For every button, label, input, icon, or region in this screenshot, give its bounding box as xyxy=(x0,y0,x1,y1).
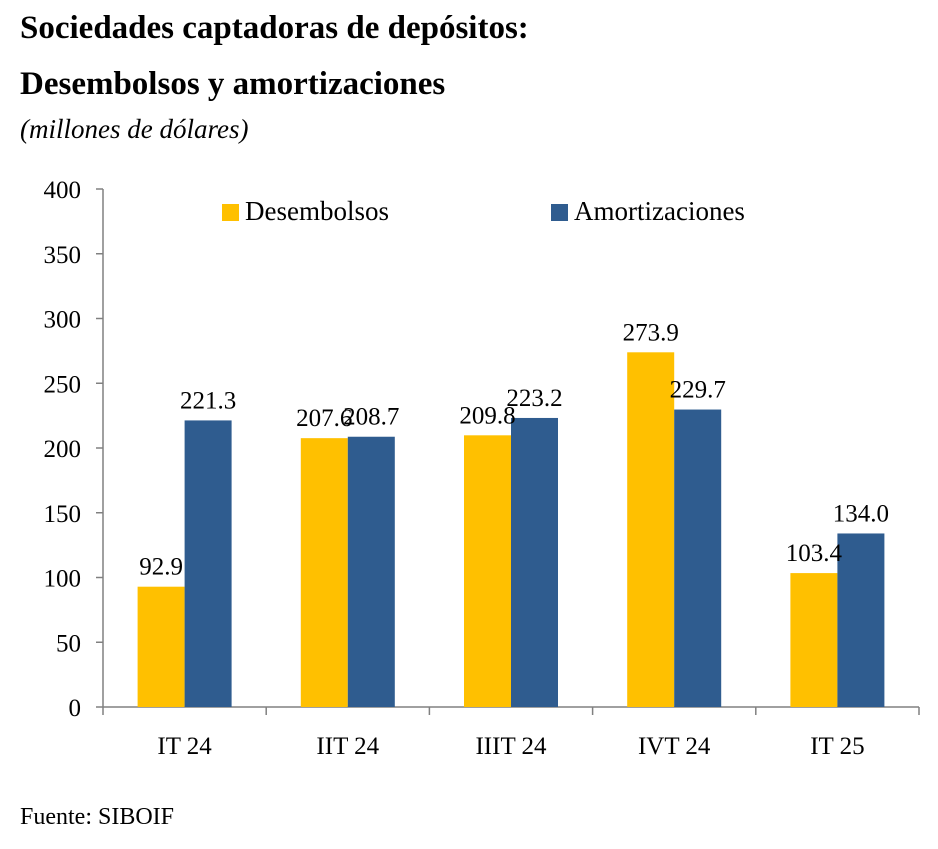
x-tick-label: IVT 24 xyxy=(638,733,711,760)
y-tick-label: 100 xyxy=(44,566,82,593)
y-tick-label: 0 xyxy=(69,695,82,722)
legend-label-amortizaciones: Amortizaciones xyxy=(574,196,745,226)
y-tick-label: 400 xyxy=(44,177,82,204)
y-tick-label: 250 xyxy=(44,371,82,398)
data-label-desembolsos: 92.9 xyxy=(139,554,183,581)
x-tick-label: IT 24 xyxy=(157,733,212,760)
bar-amortizaciones xyxy=(511,417,558,707)
bar-desembolsos xyxy=(790,573,838,707)
x-tick-label: IT 25 xyxy=(810,733,864,760)
chart-axes: 0 50 100 150 200 250 300 350 400 IT 24 IIT 24 IIIT … xyxy=(44,177,920,760)
bar-amortizaciones xyxy=(837,533,885,707)
bar-amortizaciones xyxy=(674,409,722,707)
legend-swatch-amortizaciones xyxy=(551,204,568,221)
bar-desembolsos xyxy=(137,586,185,707)
data-label-amortizaciones: 208.7 xyxy=(343,404,399,431)
data-label-amortizaciones: 134.0 xyxy=(833,500,889,527)
legend-label-desembolsos: Desembolsos xyxy=(245,196,389,226)
bar-desembolsos xyxy=(300,438,348,707)
y-tick-label: 150 xyxy=(44,501,82,528)
legend-swatch-desembolsos xyxy=(222,204,239,221)
chart-subtitle: (millones de dólares) xyxy=(20,114,249,144)
x-tick-label: IIIT 24 xyxy=(475,733,547,760)
data-label-desembolsos: 207.6 xyxy=(296,405,352,432)
y-tick-label: 300 xyxy=(44,307,82,334)
chart-title-line-2: Desembolsos y amortizaciones xyxy=(20,66,446,102)
bar-chart: 0 50 100 150 200 250 300 350 400 IT 24 IIT 24 IIIT … xyxy=(44,177,920,760)
chart-data-labels: 92.9 207.6 209.8 273.9 103.4 221.3 208.7 223.2 2… xyxy=(139,319,889,580)
chart-legend: Desembolsos Amortizaciones xyxy=(222,196,745,226)
chart-title-line-1: Sociedades captadoras de depósitos: xyxy=(20,10,529,46)
data-label-amortizaciones: 223.2 xyxy=(506,385,562,412)
data-label-desembolsos: 103.4 xyxy=(786,540,843,567)
bar-desembolsos xyxy=(464,435,511,707)
data-label-desembolsos: 273.9 xyxy=(623,319,679,346)
y-tick-label: 350 xyxy=(44,242,82,269)
bar-amortizaciones xyxy=(184,420,232,707)
source-note: Fuente: SIBOIF xyxy=(20,804,175,830)
x-tick-label: IIT 24 xyxy=(316,733,379,760)
data-label-amortizaciones: 221.3 xyxy=(180,387,236,414)
bar-amortizaciones xyxy=(347,436,395,707)
data-label-amortizaciones: 229.7 xyxy=(670,377,726,404)
chart-bars xyxy=(137,352,885,707)
y-tick-label: 50 xyxy=(56,630,81,657)
y-tick-label: 200 xyxy=(44,436,82,463)
bar-desembolsos xyxy=(627,352,675,707)
data-label-desembolsos: 209.8 xyxy=(459,402,515,429)
